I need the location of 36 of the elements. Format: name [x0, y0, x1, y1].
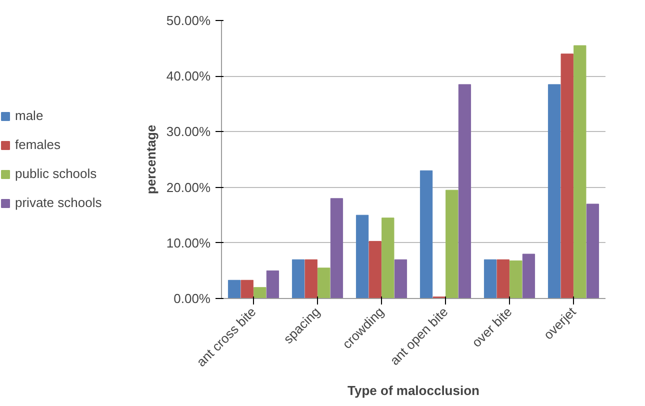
bar: [382, 218, 394, 298]
bar: [254, 287, 266, 298]
bar: [420, 170, 433, 298]
bar: [330, 198, 344, 298]
bar: [394, 259, 408, 298]
bar: [368, 240, 382, 298]
bar: [228, 280, 241, 298]
bar: [548, 84, 561, 298]
legend-label: male: [15, 108, 44, 123]
bar: [574, 45, 586, 298]
bar: [266, 270, 280, 298]
y-tick-label: 50.00%: [166, 13, 211, 28]
bar: [304, 259, 318, 298]
legend-label: public schools: [15, 166, 97, 181]
bar: [356, 214, 369, 298]
x-tick-label: over bite: [468, 304, 515, 350]
y-tick-label: 0.00%: [174, 291, 211, 306]
bar: [510, 260, 522, 298]
bar: [560, 54, 574, 298]
y-axis-title: percentage: [143, 124, 158, 194]
bar: [318, 268, 330, 298]
x-axis-title: Type of malocclusion: [348, 382, 480, 398]
bar: [292, 259, 305, 298]
bar: [496, 259, 510, 298]
bar: [522, 254, 536, 298]
bar: [458, 84, 472, 298]
bar: [446, 190, 458, 298]
bar: [586, 204, 600, 298]
y-tick-label: 30.00%: [166, 124, 211, 140]
bar: [484, 259, 497, 298]
y-tick-label: 40.00%: [166, 68, 211, 84]
y-tick-label: 20.00%: [166, 180, 211, 195]
y-tick-label: 10.00%: [166, 235, 211, 250]
legend-label: private schools: [15, 195, 102, 210]
bar: [240, 280, 254, 298]
legend-label: females: [15, 137, 61, 152]
